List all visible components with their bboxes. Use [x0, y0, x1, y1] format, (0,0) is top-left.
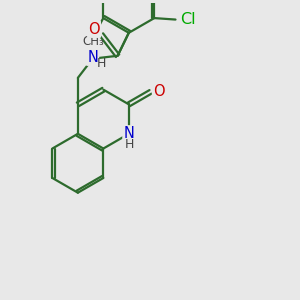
Text: H: H: [125, 139, 134, 152]
Text: H: H: [97, 57, 106, 70]
Text: N: N: [123, 126, 134, 141]
Text: Cl: Cl: [180, 12, 196, 27]
Text: N: N: [87, 50, 98, 65]
Text: O: O: [153, 84, 165, 99]
Text: O: O: [88, 22, 100, 37]
Text: CH₃: CH₃: [82, 35, 104, 48]
